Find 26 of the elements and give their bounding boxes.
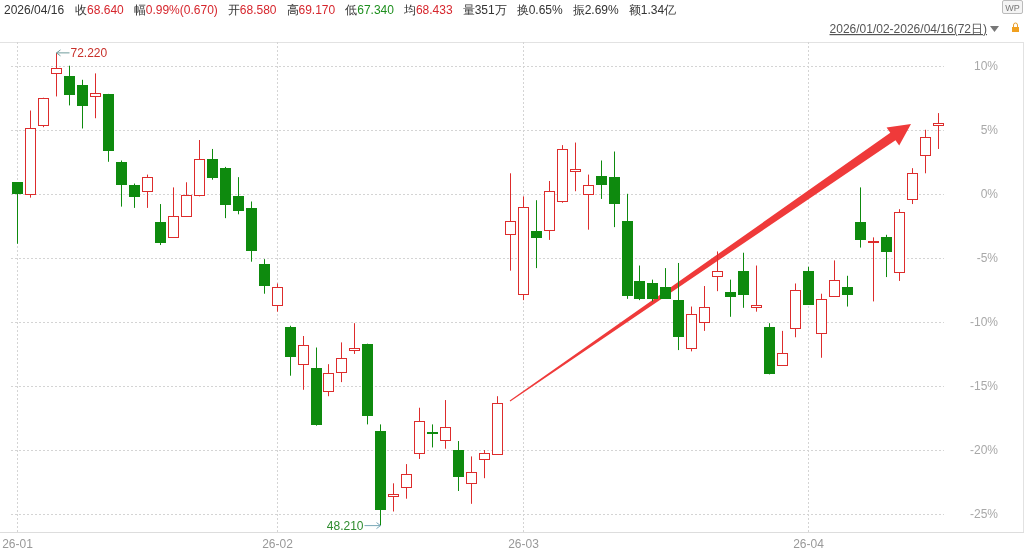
y-tick-label: -10% [969, 314, 999, 329]
text: 换0.65% [516, 3, 564, 17]
text: 额1.34亿 [628, 3, 677, 17]
text: 幅0.99%(0.670) [133, 3, 218, 17]
text: 开68.580 [227, 3, 277, 17]
y-tick-label: 5% [980, 122, 999, 137]
y-tick-label: -5% [976, 250, 999, 265]
text: 振2.69% [572, 3, 620, 17]
text: 高69.170 [286, 3, 336, 17]
y-tick-label: -25% [969, 507, 999, 522]
y-tick-label: -20% [969, 443, 999, 458]
text: 低67.340 [345, 3, 395, 17]
text: 量351万 [462, 3, 507, 17]
x-tick-label: 26-01 [2, 537, 34, 551]
y-tick-label: 0% [980, 186, 999, 201]
chart-title: 2026/04/16 [4, 3, 65, 17]
annotation: 72.220 [70, 45, 108, 60]
x-tick-label: 26-02 [262, 537, 294, 551]
x-tick-label: 26-03 [508, 537, 540, 551]
y-tick-label: -15% [969, 378, 999, 393]
annotation: 48.210 [326, 518, 364, 533]
x-tick-label: 26-04 [793, 537, 825, 551]
text: 均68.433 [402, 3, 453, 17]
chart-subtitle: 2026/01/02-2026/04/16(72日) [829, 22, 987, 36]
text: 收68.640 [75, 3, 125, 17]
y-tick-label: 10% [973, 58, 999, 73]
